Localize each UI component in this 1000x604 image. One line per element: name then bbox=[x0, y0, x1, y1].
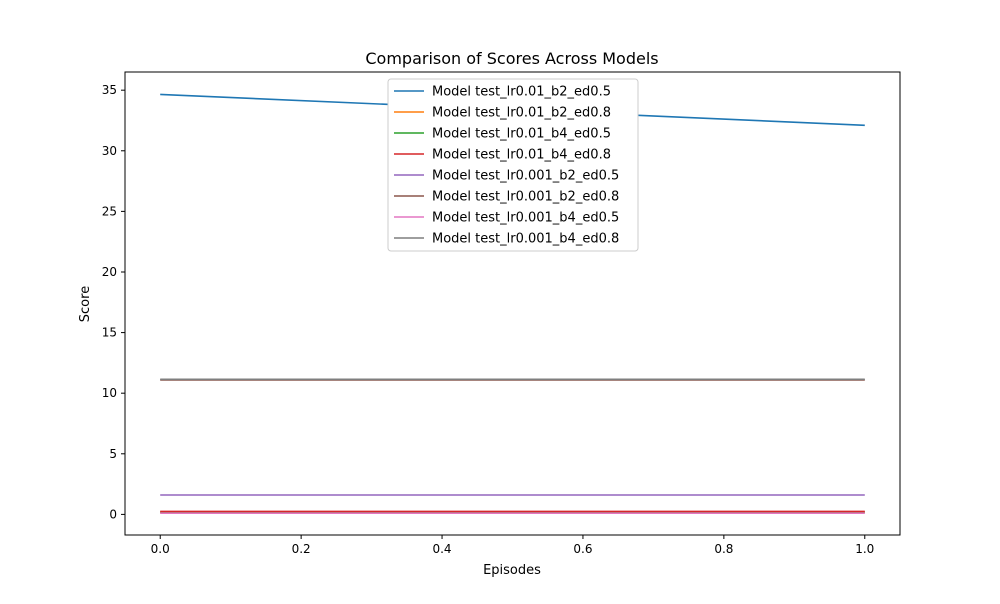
legend-entry: Model test_lr0.01_b2_ed0.8 bbox=[432, 106, 611, 121]
y-tick-label: 20 bbox=[102, 265, 117, 279]
chart-title: Comparison of Scores Across Models bbox=[365, 49, 658, 68]
y-axis-ticks: 0 5 10 15 20 25 30 35 bbox=[102, 83, 125, 521]
legend-entry: Model test_lr0.01_b4_ed0.8 bbox=[432, 148, 611, 163]
legend-items: Model test_lr0.01_b2_ed0.5 Model test_lr0… bbox=[394, 85, 619, 247]
legend-entry: Model test_lr0.01_b2_ed0.5 bbox=[432, 85, 611, 100]
y-tick-label: 25 bbox=[102, 204, 117, 218]
x-tick-label: 1.0 bbox=[855, 542, 874, 556]
legend-entry: Model test_lr0.001_b4_ed0.5 bbox=[432, 211, 619, 226]
legend-entry: Model test_lr0.01_b4_ed0.5 bbox=[432, 127, 611, 142]
legend-entry: Model test_lr0.001_b2_ed0.5 bbox=[432, 169, 619, 184]
x-tick-label: 0.6 bbox=[573, 542, 592, 556]
legend-entry: Model test_lr0.001_b4_ed0.8 bbox=[432, 232, 619, 247]
x-axis-ticks: 0.0 0.2 0.4 0.6 0.8 1.0 bbox=[151, 535, 874, 556]
x-axis-label: Episodes bbox=[483, 563, 541, 578]
series-lines bbox=[160, 93, 865, 515]
y-tick-label: 5 bbox=[109, 447, 117, 461]
plot-frame bbox=[124, 71, 901, 536]
y-tick-label: 0 bbox=[109, 507, 117, 521]
legend: Model test_lr0.01_b2_ed0.5 Model test_lr0… bbox=[387, 78, 639, 252]
x-tick-label: 0.4 bbox=[432, 542, 451, 556]
x-tick-label: 0.0 bbox=[151, 542, 170, 556]
y-tick-label: 10 bbox=[102, 386, 117, 400]
y-tick-label: 35 bbox=[102, 83, 117, 97]
y-tick-label: 30 bbox=[102, 144, 117, 158]
y-axis-label: Score bbox=[78, 286, 93, 322]
y-tick-label: 15 bbox=[102, 326, 117, 340]
x-tick-label: 0.2 bbox=[292, 542, 311, 556]
legend-frame bbox=[387, 78, 639, 252]
x-tick-label: 0.8 bbox=[714, 542, 733, 556]
plot-area bbox=[124, 71, 901, 536]
legend-entry: Model test_lr0.001_b2_ed0.8 bbox=[432, 190, 619, 205]
